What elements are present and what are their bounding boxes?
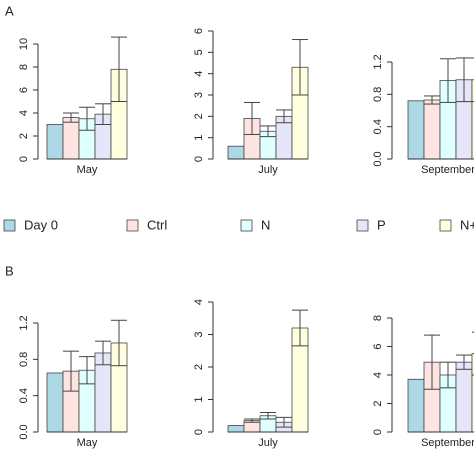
y-tick-label: 0: [193, 156, 205, 162]
y-tick-label: 0: [193, 429, 205, 435]
y-tick-label: 2: [18, 133, 30, 139]
bar: [471, 353, 474, 433]
legend-label: Day 0: [24, 217, 58, 232]
bar: [46, 372, 64, 433]
x-tick-label: May: [77, 164, 98, 176]
y-tick-label: 4: [372, 372, 384, 378]
y-tick-label: 1.2: [18, 315, 30, 330]
y-tick-label: 8: [18, 64, 30, 70]
y-tick-label: 0.4: [372, 119, 384, 134]
y-tick-label: 0: [372, 429, 384, 435]
legend-swatch: [439, 219, 452, 232]
y-tick-label: 6: [193, 28, 205, 34]
legend-swatch: [126, 219, 139, 232]
bar: [407, 100, 425, 160]
legend-label: P: [377, 217, 386, 232]
legend-swatch: [240, 219, 253, 232]
y-tick-label: 0.8: [372, 87, 384, 102]
y-tick-label: 0: [18, 156, 30, 162]
y-tick-label: 6: [372, 343, 384, 349]
y-tick-label: 1.2: [372, 54, 384, 69]
bar: [423, 99, 441, 160]
y-tick-label: 2: [193, 113, 205, 119]
x-tick-label: September: [421, 437, 474, 449]
y-tick-label: 0.8: [18, 352, 30, 367]
panel-label: A: [5, 3, 14, 18]
y-tick-label: 4: [18, 110, 30, 116]
y-tick-label: 3: [193, 92, 205, 98]
y-tick-label: 0.4: [18, 388, 30, 403]
legend-label: N: [261, 217, 270, 232]
bar: [455, 361, 473, 433]
y-tick-label: 0.0: [18, 424, 30, 439]
bar: [62, 117, 80, 160]
y-tick-label: 4: [193, 71, 205, 77]
y-tick-label: 6: [18, 87, 30, 93]
x-tick-label: July: [258, 164, 278, 176]
x-tick-label: September: [421, 164, 474, 176]
y-tick-label: 2: [193, 364, 205, 370]
legend-label: Ctrl: [147, 217, 167, 232]
bar: [407, 378, 425, 433]
y-tick-label: 8: [372, 315, 384, 321]
bar: [471, 79, 474, 160]
y-tick-label: 5: [193, 49, 205, 55]
legend-swatch: [356, 219, 369, 232]
y-tick-label: 1: [193, 396, 205, 402]
legend-label: N+: [460, 217, 474, 232]
panel-label: B: [5, 263, 14, 278]
x-tick-label: July: [258, 437, 278, 449]
bar: [227, 425, 245, 433]
y-tick-label: 0.0: [372, 151, 384, 166]
y-tick-label: 3: [193, 331, 205, 337]
bar: [227, 145, 245, 160]
y-tick-label: 10: [18, 38, 30, 50]
legend-swatch: [3, 219, 16, 232]
x-tick-label: May: [77, 437, 98, 449]
bar: [46, 124, 64, 160]
y-tick-label: 2: [372, 400, 384, 406]
y-tick-label: 4: [193, 299, 205, 305]
y-tick-label: 1: [193, 135, 205, 141]
